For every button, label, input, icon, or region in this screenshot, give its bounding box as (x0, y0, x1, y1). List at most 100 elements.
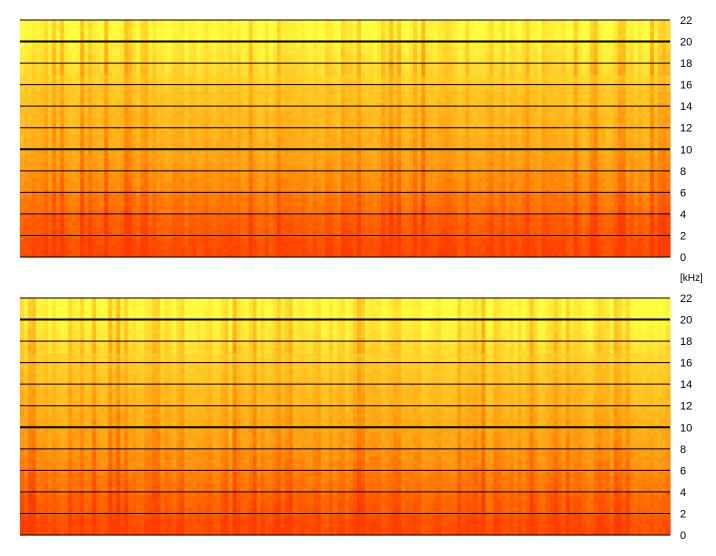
spectrogram-cell (84, 249, 89, 254)
spectrogram-cell (56, 154, 61, 159)
spectrogram-cell (20, 178, 25, 183)
spectrogram-cell (120, 206, 125, 211)
spectrogram-cell (80, 237, 85, 242)
spectrogram-cell (36, 123, 41, 128)
spectrogram-cell (112, 186, 117, 191)
spectrogram-cell (32, 56, 37, 61)
spectrogram-cell (92, 24, 97, 29)
spectrogram-cell (116, 150, 121, 155)
spectrogram-cell (116, 67, 121, 72)
spectrogram-cell (48, 111, 53, 116)
spectrogram-cell (64, 20, 69, 25)
spectrogram-cell (28, 154, 33, 159)
spectrogram-cell (120, 221, 125, 226)
spectrogram-cell (48, 115, 53, 120)
spectrogram-cell (36, 218, 41, 223)
spectrogram-cell (76, 182, 81, 187)
spectrogram-cell (104, 111, 109, 116)
spectrogram-cell (80, 174, 85, 179)
spectrogram-cell (60, 20, 65, 25)
spectrogram-cell (112, 99, 117, 104)
spectrogram-cell (100, 241, 105, 246)
spectrogram-cell (20, 36, 25, 41)
spectrogram-cell (112, 241, 117, 246)
spectrogram-cell (96, 150, 101, 155)
spectrogram-cell (116, 202, 121, 207)
spectrogram-cell (116, 79, 121, 84)
spectrogram-cell (80, 202, 85, 207)
spectrogram-cell (116, 166, 121, 171)
spectrogram-cell (92, 202, 97, 207)
spectrogram-cell (32, 135, 37, 140)
spectrogram-cell (124, 119, 129, 124)
spectrogram-cell (56, 182, 61, 187)
spectrogram-cell (92, 225, 97, 230)
spectrogram-cell (40, 131, 45, 136)
spectrogram-cell (100, 194, 105, 199)
spectrogram-cell (80, 150, 85, 155)
spectrogram-cell (56, 198, 61, 203)
spectrogram-cell (104, 123, 109, 128)
spectrogram-cell (80, 20, 85, 25)
spectrogram-cell (64, 206, 69, 211)
spectrogram-cell (52, 20, 57, 25)
spectrogram-cell (24, 241, 29, 246)
spectrogram-cell (64, 107, 69, 112)
spectrogram-cell (48, 87, 53, 92)
spectrogram-cell (84, 95, 89, 100)
spectrogram-cell (116, 87, 121, 92)
spectrogram-cell (108, 158, 113, 163)
spectrogram-cell (100, 71, 105, 76)
spectrogram-cell (24, 229, 29, 234)
spectrogram-cell (76, 225, 81, 230)
spectrogram-cell (100, 111, 105, 116)
frequency-unit-label: [kHz] (680, 273, 703, 284)
spectrogram-cell (36, 237, 41, 242)
spectrogram-cell (100, 139, 105, 144)
spectrogram-cell (20, 245, 25, 250)
spectrogram-cell (52, 229, 57, 234)
spectrogram-cell (28, 91, 33, 96)
spectrogram-cell (44, 115, 49, 120)
spectrogram-cell (64, 221, 69, 226)
spectrogram-cell (36, 202, 41, 207)
spectrogram-cell (100, 154, 105, 159)
spectrogram-cell (124, 154, 129, 159)
spectrogram-cell (116, 174, 121, 179)
spectrogram-cell (88, 194, 93, 199)
spectrogram-cell (20, 182, 25, 187)
spectrogram-cell (80, 87, 85, 92)
spectrogram-cell (60, 245, 65, 250)
spectrogram-cell (68, 36, 73, 41)
spectrogram-cell (108, 194, 113, 199)
spectrogram-cell (60, 52, 65, 57)
spectrogram-cell (48, 56, 53, 61)
spectrogram-cell (60, 119, 65, 124)
spectrogram-cell (112, 194, 117, 199)
spectrogram-cell (116, 249, 121, 254)
spectrogram-cell (56, 71, 61, 76)
spectrogram-cell (92, 111, 97, 116)
spectrogram-cell (48, 206, 53, 211)
spectrogram-cell (120, 241, 125, 246)
spectrogram-cell (60, 79, 65, 84)
spectrogram-cell (104, 56, 109, 61)
spectrogram-cell (84, 142, 89, 147)
spectrogram-cell (56, 119, 61, 124)
spectrogram-cell (48, 225, 53, 230)
spectrogram-cell (68, 249, 73, 254)
spectrogram-cell (100, 182, 105, 187)
spectrogram-cell (76, 174, 81, 179)
spectrogram-cell (60, 178, 65, 183)
spectrogram-cell (28, 150, 33, 155)
spectrogram-cell (100, 75, 105, 80)
spectrogram-cell (76, 44, 81, 49)
spectrogram-cell (36, 178, 41, 183)
spectrogram-cell (112, 131, 117, 136)
spectrogram-cell (24, 103, 29, 108)
spectrogram-cell (92, 139, 97, 144)
spectrogram-cell (80, 63, 85, 68)
spectrogram-cell (40, 24, 45, 29)
spectrogram-cell (68, 142, 73, 147)
spectrogram-cell (52, 119, 57, 124)
